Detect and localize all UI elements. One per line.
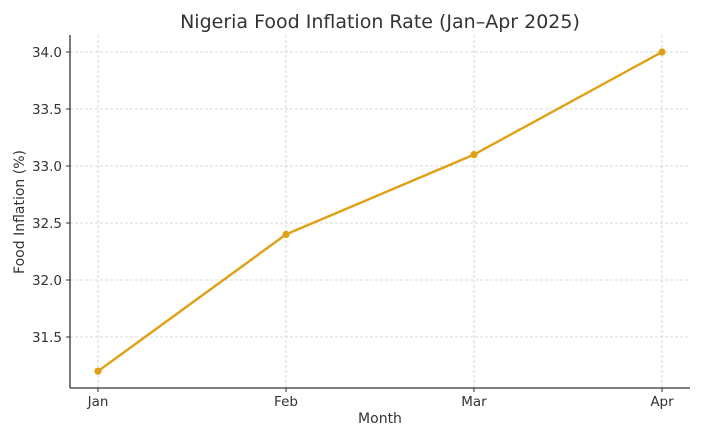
y-tick-label: 32.5 [32,216,62,232]
y-tick-label: 32.0 [32,273,62,289]
data-series [94,48,666,375]
x-tick-label: Feb [274,394,298,410]
x-axis-label: Month [358,411,402,427]
y-axis-ticks: 31.5 32.0 32.5 33.0 33.5 34.0 [32,45,70,346]
y-tick-label: 31.5 [32,330,62,346]
chart-title: Nigeria Food Inflation Rate (Jan–Apr 202… [180,11,580,33]
grid-lines [70,35,690,388]
data-point-marker [282,230,290,238]
x-tick-label: Jan [87,394,109,410]
data-point-marker [94,367,102,375]
x-axis-ticks: Jan Feb Mar Apr [87,388,674,410]
data-point-marker [470,151,478,159]
y-tick-label: 33.0 [32,159,62,175]
y-tick-label: 34.0 [32,45,62,61]
data-point-marker [658,48,666,56]
series-line [97,50,663,373]
x-tick-label: Mar [461,394,487,410]
y-tick-label: 33.5 [32,102,62,118]
y-axis-label: Food Inflation (%) [12,150,28,274]
x-tick-label: Apr [650,394,674,410]
